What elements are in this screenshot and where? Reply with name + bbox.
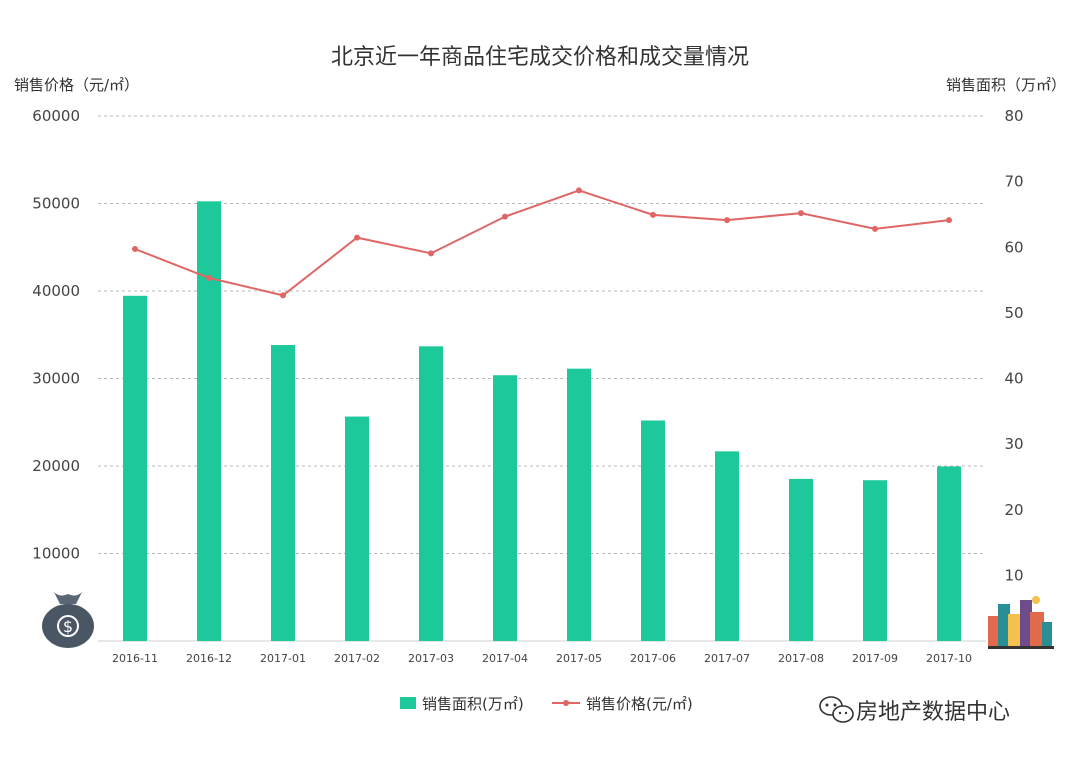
bar [197, 201, 221, 641]
right-tick-label: 50 [1004, 304, 1023, 322]
x-tick-label: 2017-06 [630, 652, 676, 665]
right-tick-label: 10 [1004, 566, 1023, 584]
legend: 销售面积(万㎡) 销售价格(元/㎡) [400, 695, 693, 713]
brand-text: 房地产数据中心 [856, 700, 1010, 725]
legend-line-marker [563, 700, 569, 706]
left-tick-label: 30000 [32, 370, 80, 388]
left-tick-label: 50000 [32, 195, 80, 213]
legend-bar-label: 销售面积(万㎡) [422, 695, 524, 713]
line-series [132, 187, 952, 299]
bar [863, 480, 887, 641]
line-point [206, 274, 212, 281]
bar [123, 295, 147, 641]
city-buildings-icon [988, 596, 1054, 649]
left-tick-label: 10000 [32, 545, 80, 563]
legend-bar-swatch [400, 697, 416, 709]
right-tick-label: 80 [1004, 107, 1023, 125]
svg-text:$: $ [63, 617, 73, 636]
left-tick-label: 40000 [32, 282, 80, 300]
left-tick-label: 60000 [32, 107, 80, 125]
line-point [650, 211, 656, 218]
bar [789, 478, 813, 641]
x-tick-label: 2017-03 [408, 652, 454, 665]
money-bag-icon: $ [42, 592, 94, 648]
right-axis-ticks: 80 70 60 50 40 30 20 10 [1004, 107, 1023, 584]
line-point [354, 234, 360, 241]
bar [715, 451, 739, 641]
line-point [798, 210, 804, 217]
line-point [724, 217, 730, 224]
bar [493, 375, 517, 641]
right-tick-label: 60 [1004, 238, 1023, 256]
x-tick-label: 2017-01 [260, 652, 306, 665]
x-tick-label: 2017-04 [482, 652, 528, 665]
bar [567, 368, 591, 641]
line-point [946, 217, 952, 224]
x-tick-label: 2017-02 [334, 652, 380, 665]
x-tick-label: 2017-07 [704, 652, 750, 665]
left-axis-title: 销售价格（元/㎡） [14, 76, 139, 94]
bar [937, 466, 961, 641]
grid-lines [98, 115, 986, 642]
line-point [280, 292, 286, 299]
brand-watermark: 房地产数据中心 [819, 696, 1010, 725]
x-tick-label: 2017-08 [778, 652, 824, 665]
right-tick-label: 40 [1004, 370, 1023, 388]
x-tick-label: 2017-10 [926, 652, 972, 665]
line-point [132, 246, 138, 252]
chart-title: 北京近一年商品住宅成交价格和成交量情况 [331, 45, 749, 70]
x-tick-label: 2016-12 [186, 652, 232, 665]
left-tick-label: 20000 [32, 457, 80, 475]
bar [641, 420, 665, 641]
line-point [576, 187, 582, 194]
right-tick-label: 70 [1004, 173, 1023, 191]
left-axis-ticks: 60000 50000 40000 30000 20000 10000 [32, 107, 80, 563]
right-axis-title: 销售面积（万㎡） [946, 76, 1066, 94]
bar-series [123, 201, 961, 641]
bar [419, 346, 443, 641]
x-axis-ticks: 2016-11 2016-12 2017-01 2017-02 2017-03 2017-… [112, 652, 972, 665]
right-tick-label: 30 [1004, 435, 1023, 453]
legend-line-label: 销售价格(元/㎡) [586, 695, 693, 713]
bar [345, 416, 369, 641]
line-point [872, 225, 878, 232]
x-tick-label: 2017-05 [556, 652, 602, 665]
right-tick-label: 20 [1004, 501, 1023, 519]
x-tick-label: 2016-11 [112, 652, 158, 665]
wechat-icon [819, 696, 854, 723]
line-point [428, 250, 434, 257]
bar [271, 345, 295, 641]
line-point [502, 213, 508, 220]
price-line [134, 189, 950, 297]
x-tick-label: 2017-09 [852, 652, 898, 665]
